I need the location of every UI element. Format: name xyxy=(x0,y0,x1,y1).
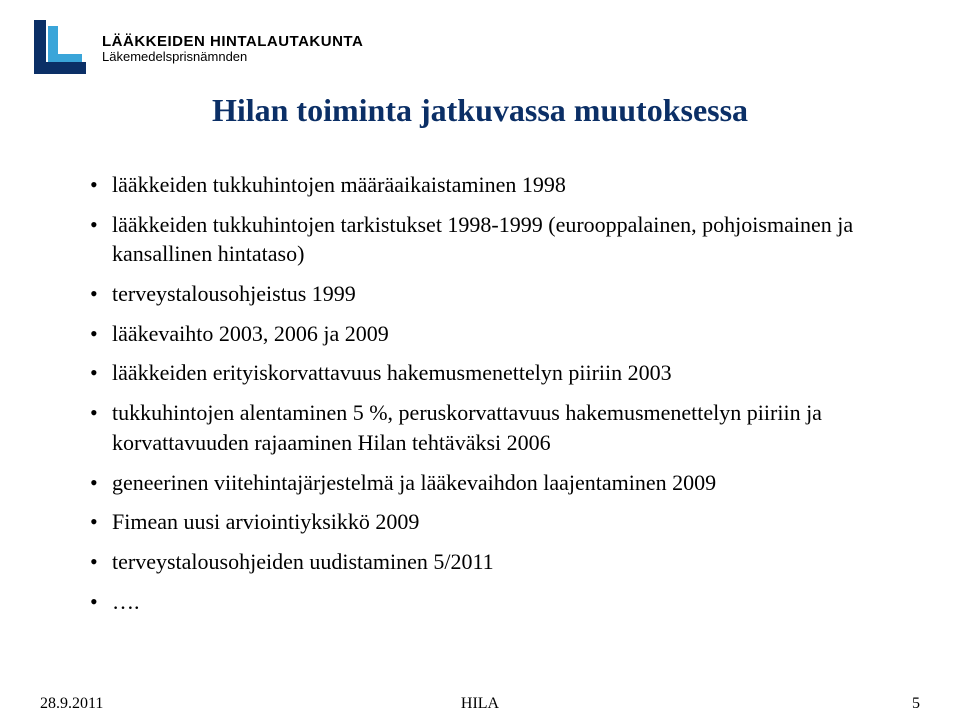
list-item: lääkevaihto 2003, 2006 ja 2009 xyxy=(90,319,900,349)
list-item: geneerinen viitehintajärjestelmä ja lääk… xyxy=(90,468,900,498)
logo-mark xyxy=(28,18,90,80)
slide: LÄÄKKEIDEN HINTALAUTAKUNTA Läkemedelspri… xyxy=(0,0,960,725)
logo-text: LÄÄKKEIDEN HINTALAUTAKUNTA Läkemedelspri… xyxy=(102,33,363,65)
footer-date: 28.9.2011 xyxy=(40,695,103,713)
bullet-ul: lääkkeiden tukkuhintojen määräaikaistami… xyxy=(90,170,900,616)
list-item: lääkkeiden tukkuhintojen määräaikaistami… xyxy=(90,170,900,200)
list-item: Fimean uusi arviointiyksikkö 2009 xyxy=(90,507,900,537)
title-text: Hilan toiminta jatkuvassa muutoksessa xyxy=(212,92,748,128)
slide-title: Hilan toiminta jatkuvassa muutoksessa xyxy=(0,92,960,129)
bullet-list: lääkkeiden tukkuhintojen määräaikaistami… xyxy=(90,170,900,626)
footer: 28.9.2011 HILA 5 xyxy=(40,695,920,713)
footer-center: HILA xyxy=(40,695,920,713)
logo-line2: Läkemedelsprisnämnden xyxy=(102,50,363,65)
footer-page: 5 xyxy=(912,695,920,713)
list-item: …. xyxy=(90,587,900,617)
logo: LÄÄKKEIDEN HINTALAUTAKUNTA Läkemedelspri… xyxy=(28,18,363,80)
logo-svg xyxy=(28,18,90,80)
list-item: lääkkeiden erityiskorvattavuus hakemusme… xyxy=(90,358,900,388)
list-item: terveystalousohjeiden uudistaminen 5/201… xyxy=(90,547,900,577)
list-item: tukkuhintojen alentaminen 5 %, peruskorv… xyxy=(90,398,900,457)
list-item: terveystalousohjeistus 1999 xyxy=(90,279,900,309)
list-item: lääkkeiden tukkuhintojen tarkistukset 19… xyxy=(90,210,900,269)
logo-line1: LÄÄKKEIDEN HINTALAUTAKUNTA xyxy=(102,33,363,50)
